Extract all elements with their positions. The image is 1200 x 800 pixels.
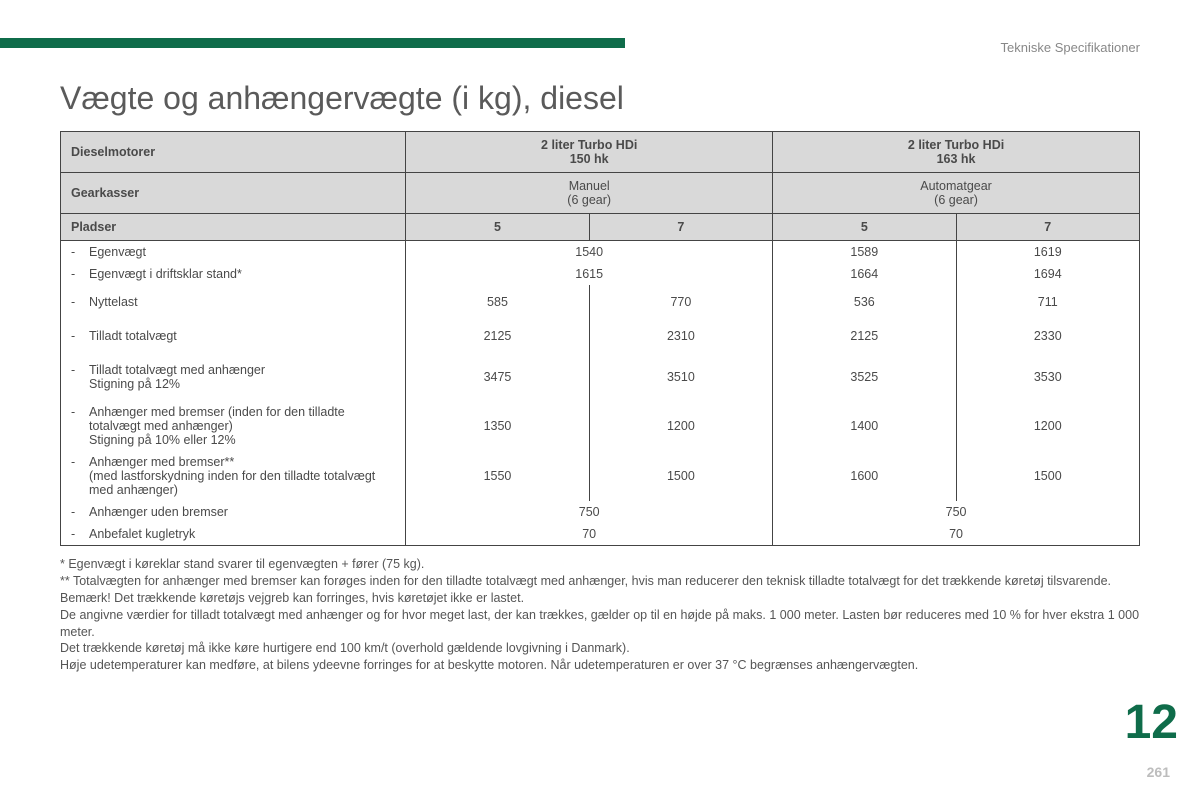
val: 1500: [956, 451, 1139, 501]
table-row: Pladser 5 7 5 7: [61, 214, 1140, 241]
table-row: Dieselmotorer 2 liter Turbo HDi 150 hk 2…: [61, 132, 1140, 173]
gearbox-header: Gearkasser: [61, 173, 406, 214]
footnote: De angivne værdier for tilladt totalvægt…: [60, 607, 1140, 641]
table-row: -Nyttelast 585 770 536 711: [61, 285, 1140, 319]
val: 1615: [406, 263, 773, 285]
val: 2330: [956, 319, 1139, 353]
row-label: Egenvægt i driftsklar stand*: [89, 267, 242, 281]
val: 1550: [406, 451, 589, 501]
footnotes: * Egenvægt i køreklar stand svarer til e…: [60, 556, 1140, 674]
row-label: Nyttelast: [89, 295, 138, 309]
table-row: Gearkasser Manuel (6 gear) Automatgear (…: [61, 173, 1140, 214]
val: 585: [406, 285, 589, 319]
val: 1350: [406, 401, 589, 451]
val: 2125: [406, 319, 589, 353]
section-label: Tekniske Specifikationer: [1001, 40, 1140, 55]
gear-b-line2: (6 gear): [934, 193, 978, 207]
table-row: -Anhænger med bremser** (med lastforskyd…: [61, 451, 1140, 501]
val: 2125: [773, 319, 956, 353]
row-label: Tilladt totalvægt med anhænger Stigning …: [89, 363, 265, 391]
seats-a7: 7: [589, 214, 772, 241]
gear-b-line1: Automatgear: [920, 179, 992, 193]
table-row: -Egenvægt i driftsklar stand* 1615 1664 …: [61, 263, 1140, 285]
row-label: Egenvægt: [89, 245, 146, 259]
val: 3525: [773, 353, 956, 401]
table-row: -Anhænger med bremser (inden for den til…: [61, 401, 1140, 451]
header-accent-bar: [0, 38, 625, 48]
gear-b: Automatgear (6 gear): [773, 173, 1140, 214]
engine-b: 2 liter Turbo HDi 163 hk: [773, 132, 1140, 173]
gear-a: Manuel (6 gear): [406, 173, 773, 214]
spec-table: Dieselmotorer 2 liter Turbo HDi 150 hk 2…: [60, 131, 1140, 546]
engine-a: 2 liter Turbo HDi 150 hk: [406, 132, 773, 173]
seats-a5: 5: [406, 214, 589, 241]
val: 1619: [956, 241, 1139, 264]
val: 3510: [589, 353, 772, 401]
val: 70: [773, 523, 1140, 546]
val: 3475: [406, 353, 589, 401]
row-label: Anhænger med bremser (inden for den till…: [89, 405, 389, 447]
engine-b-line2: 163 hk: [937, 152, 976, 166]
row-label: Anhænger med bremser** (med lastforskydn…: [89, 455, 389, 497]
section-number: 12: [1125, 695, 1178, 750]
val: 1664: [773, 263, 956, 285]
val: 536: [773, 285, 956, 319]
row-label: Anbefalet kugletryk: [89, 527, 195, 541]
engine-b-line1: 2 liter Turbo HDi: [908, 138, 1004, 152]
table-row: -Egenvægt 1540 1589 1619: [61, 241, 1140, 264]
val: 3530: [956, 353, 1139, 401]
footnote: Høje udetemperaturer kan medføre, at bil…: [60, 657, 1140, 674]
val: 2310: [589, 319, 772, 353]
row-label: Anhænger uden bremser: [89, 505, 228, 519]
val: 750: [406, 501, 773, 523]
table-row: -Anbefalet kugletryk 70 70: [61, 523, 1140, 546]
engines-header: Dieselmotorer: [61, 132, 406, 173]
val: 1200: [589, 401, 772, 451]
val: 1500: [589, 451, 772, 501]
footnote: Det trækkende køretøj må ikke køre hurti…: [60, 640, 1140, 657]
table-row: -Tilladt totalvægt med anhænger Stigning…: [61, 353, 1140, 401]
gear-a-line2: (6 gear): [567, 193, 611, 207]
seats-b7: 7: [956, 214, 1139, 241]
val: 70: [406, 523, 773, 546]
val: 1540: [406, 241, 773, 264]
val: 1200: [956, 401, 1139, 451]
seats-header: Pladser: [61, 214, 406, 241]
gear-a-line1: Manuel: [569, 179, 610, 193]
seats-b5: 5: [773, 214, 956, 241]
val: 711: [956, 285, 1139, 319]
row-label: Tilladt totalvægt: [89, 329, 177, 343]
val: 1589: [773, 241, 956, 264]
footnote: ** Totalvægten for anhænger med bremser …: [60, 573, 1140, 607]
val: 750: [773, 501, 1140, 523]
page-title: Vægte og anhængervægte (i kg), diesel: [60, 80, 1140, 117]
footnote: * Egenvægt i køreklar stand svarer til e…: [60, 556, 1140, 573]
val: 1600: [773, 451, 956, 501]
val: 1694: [956, 263, 1139, 285]
page-number: 261: [1147, 764, 1170, 780]
val: 1400: [773, 401, 956, 451]
val: 770: [589, 285, 772, 319]
engine-a-line1: 2 liter Turbo HDi: [541, 138, 637, 152]
table-row: -Anhænger uden bremser 750 750: [61, 501, 1140, 523]
engine-a-line2: 150 hk: [570, 152, 609, 166]
table-row: -Tilladt totalvægt 2125 2310 2125 2330: [61, 319, 1140, 353]
